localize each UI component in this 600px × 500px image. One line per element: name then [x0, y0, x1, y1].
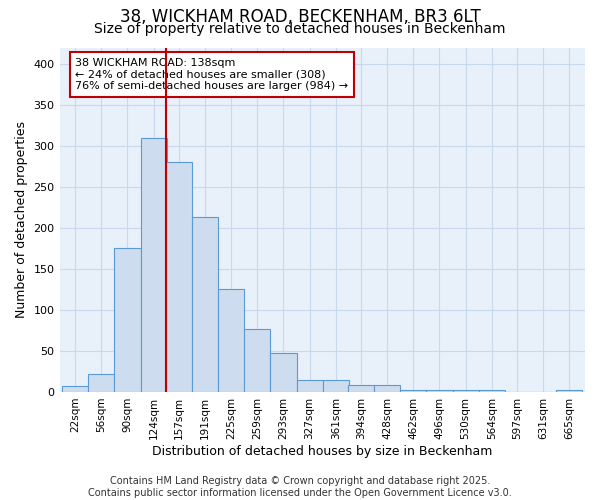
- Bar: [166, 162, 192, 392]
- Bar: [62, 386, 88, 392]
- Bar: [556, 390, 583, 392]
- Bar: [323, 380, 349, 392]
- Bar: [348, 386, 374, 392]
- Bar: [452, 390, 479, 392]
- Bar: [244, 329, 271, 392]
- Bar: [479, 390, 505, 392]
- Bar: [192, 218, 218, 392]
- Text: Size of property relative to detached houses in Beckenham: Size of property relative to detached ho…: [94, 22, 506, 36]
- X-axis label: Distribution of detached houses by size in Beckenham: Distribution of detached houses by size …: [152, 444, 493, 458]
- Text: 38 WICKHAM ROAD: 138sqm
← 24% of detached houses are smaller (308)
76% of semi-d: 38 WICKHAM ROAD: 138sqm ← 24% of detache…: [76, 58, 349, 91]
- Bar: [296, 380, 323, 392]
- Bar: [140, 138, 167, 392]
- Text: Contains HM Land Registry data © Crown copyright and database right 2025.
Contai: Contains HM Land Registry data © Crown c…: [88, 476, 512, 498]
- Bar: [427, 390, 452, 392]
- Bar: [374, 386, 400, 392]
- Bar: [115, 248, 140, 392]
- Bar: [400, 390, 427, 392]
- Bar: [88, 374, 115, 392]
- Bar: [218, 290, 244, 392]
- Bar: [271, 352, 296, 392]
- Text: 38, WICKHAM ROAD, BECKENHAM, BR3 6LT: 38, WICKHAM ROAD, BECKENHAM, BR3 6LT: [119, 8, 481, 26]
- Y-axis label: Number of detached properties: Number of detached properties: [15, 121, 28, 318]
